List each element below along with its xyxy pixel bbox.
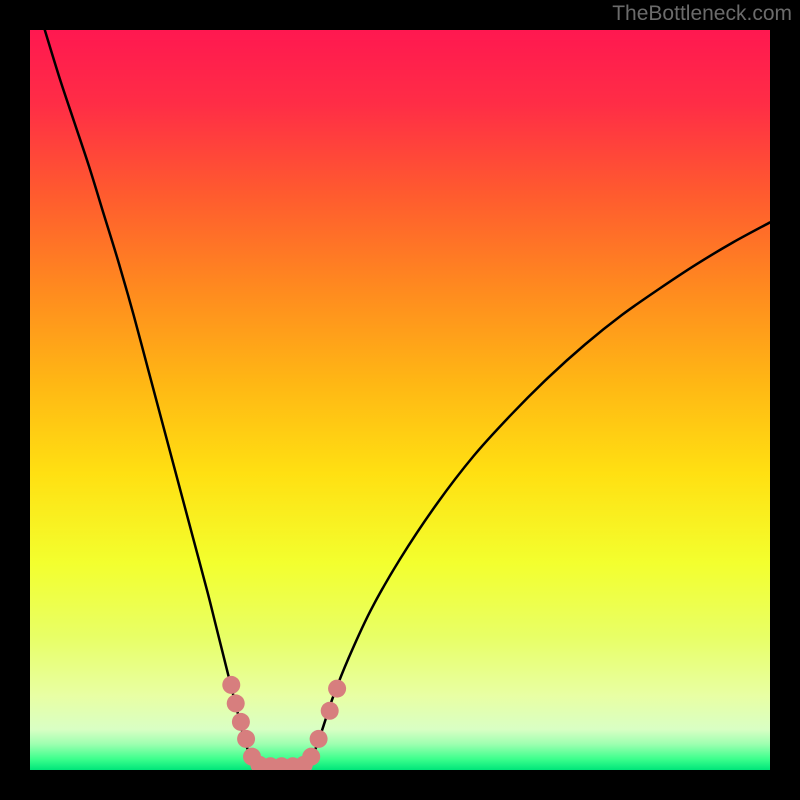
curve-marker — [232, 713, 250, 731]
curve-marker — [321, 702, 339, 720]
curve-marker — [328, 680, 346, 698]
curve-marker — [222, 676, 240, 694]
main-curve — [45, 30, 770, 767]
curve-marker — [310, 730, 328, 748]
watermark-text: TheBottleneck.com — [612, 2, 792, 26]
plot-area — [30, 30, 770, 770]
curve-marker — [237, 730, 255, 748]
curve-marker — [302, 748, 320, 766]
curve-layer — [30, 30, 770, 770]
curve-marker — [227, 694, 245, 712]
chart-frame: TheBottleneck.com — [0, 0, 800, 800]
curve-markers — [222, 676, 346, 770]
